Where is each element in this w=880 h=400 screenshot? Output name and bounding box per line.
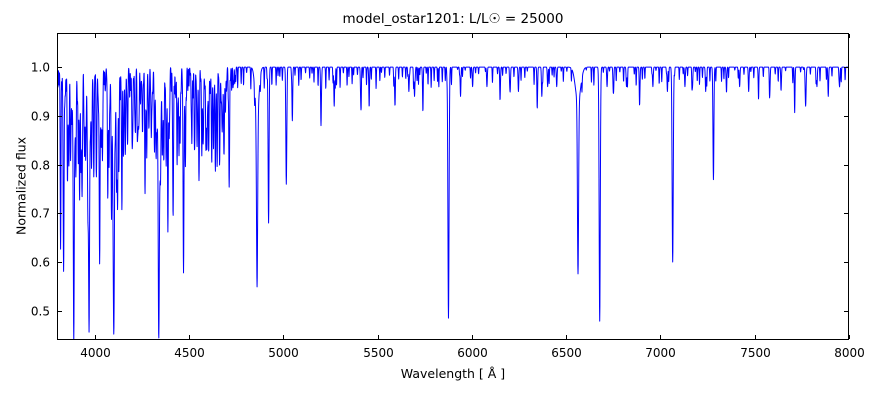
x-tick-label: 5500	[363, 346, 394, 360]
y-tick-label: 0.9	[31, 110, 50, 124]
x-tick-label: 4500	[174, 346, 205, 360]
y-tick-label: 1.0	[31, 61, 50, 75]
axes-frame	[57, 33, 849, 340]
y-tick-label: 0.5	[31, 305, 50, 319]
x-tick-label: 7500	[740, 346, 771, 360]
y-tick-label: 0.7	[31, 207, 50, 221]
x-axis-label: Wavelength [ Å ]	[400, 366, 506, 381]
x-tick-label: 6000	[457, 346, 488, 360]
x-tick-label: 5000	[268, 346, 299, 360]
y-tick-label: 0.8	[31, 159, 50, 173]
x-tick-label: 8000	[834, 346, 865, 360]
x-tick-label: 4000	[80, 346, 111, 360]
x-tick-label: 7000	[645, 346, 676, 360]
chart-title: model_ostar1201: L/L☉ = 25000	[342, 11, 564, 27]
x-tick-label: 6500	[551, 346, 582, 360]
spectrum-line	[57, 66, 849, 340]
y-tick-label: 0.6	[31, 256, 50, 270]
